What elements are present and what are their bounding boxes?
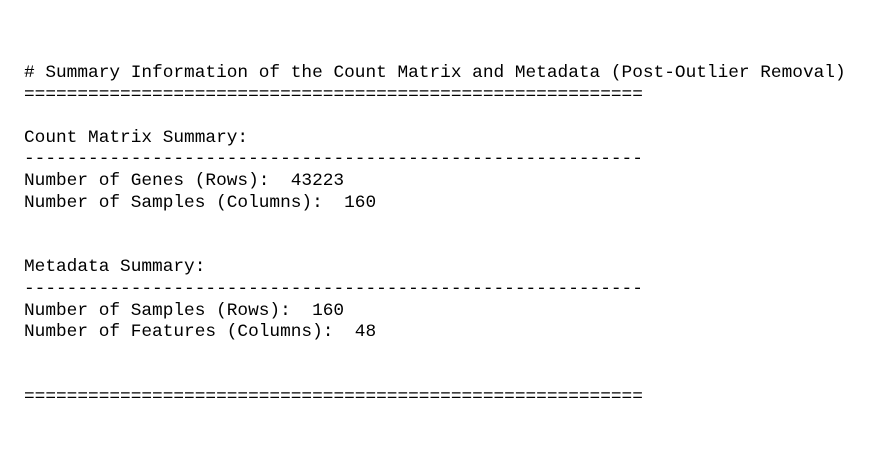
summary-row: Number of Features (Columns): 48 — [24, 322, 846, 344]
section-rule: ----------------------------------------… — [24, 278, 643, 299]
output-text: # Summary Information of the Count Matri… — [24, 63, 846, 409]
bottom-rule: ========================================… — [24, 386, 643, 407]
summary-title: # Summary Information of the Count Matri… — [24, 63, 846, 83]
section-rule: ----------------------------------------… — [24, 149, 643, 170]
summary-row: Number of Samples (Columns): 160 — [24, 193, 846, 215]
summary-row: Number of Genes (Rows): 43223 — [24, 171, 846, 193]
row-label: Number of Samples (Rows): — [24, 300, 291, 321]
top-rule: ========================================… — [24, 84, 643, 105]
row-value: 43223 — [290, 170, 345, 191]
row-label: Number of Features (Columns): — [24, 322, 334, 343]
summary-row: Number of Samples (Rows): 160 — [24, 301, 846, 323]
row-label: Number of Samples (Columns): — [24, 192, 323, 213]
row-value: 160 — [312, 300, 345, 321]
row-value: 160 — [344, 192, 377, 213]
section-heading: Metadata Summary: — [24, 257, 206, 278]
row-label: Number of Genes (Rows): — [24, 170, 270, 191]
section-heading: Count Matrix Summary: — [24, 127, 249, 148]
row-value: 48 — [354, 322, 377, 343]
